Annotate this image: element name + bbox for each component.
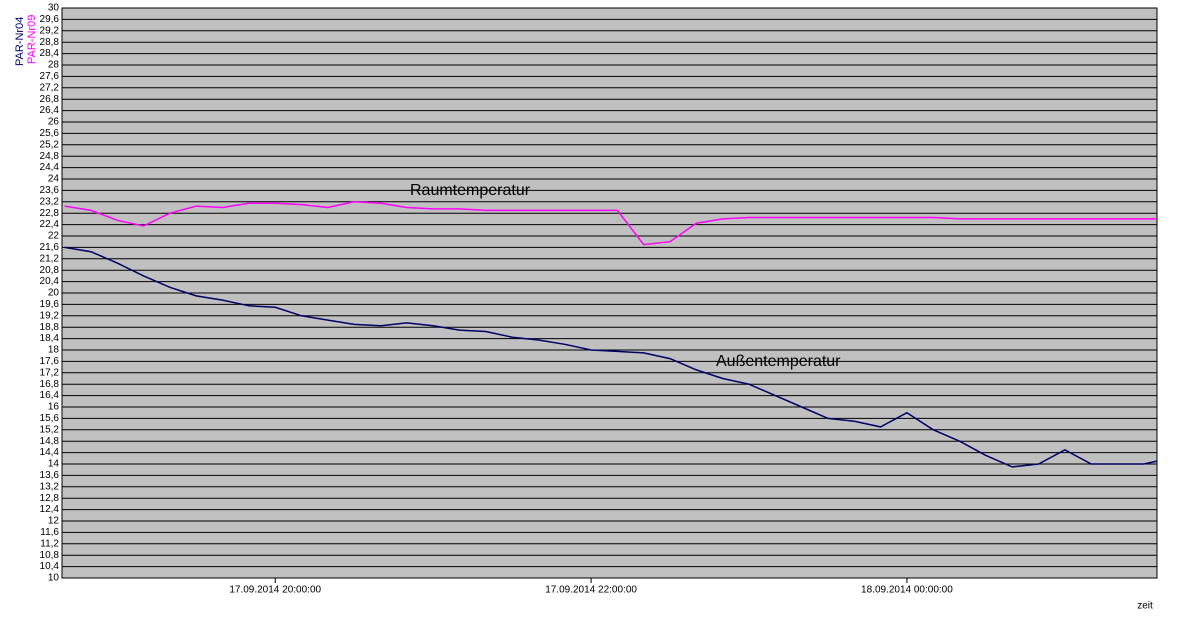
series-line xyxy=(64,201,1157,246)
y-tick-label: 14,8 xyxy=(40,436,60,447)
legend-entry: PAR-Nr09 xyxy=(26,15,38,64)
y-tick-label: 11,2 xyxy=(40,538,59,549)
y-tick-label: 17,2 xyxy=(40,367,60,378)
y-tick-label: 28,8 xyxy=(40,37,60,48)
y-tick-label: 12 xyxy=(48,516,60,527)
y-tick-label: 14 xyxy=(48,459,60,470)
y-tick-label: 29,6 xyxy=(40,14,60,25)
y-tick-label: 21,2 xyxy=(40,253,60,264)
y-tick-label: 28,4 xyxy=(40,48,60,59)
y-tick-label: 22,8 xyxy=(40,208,60,219)
y-tick-label: 19,6 xyxy=(40,299,60,310)
y-tick-label: 22 xyxy=(48,231,60,242)
y-tick-label: 19,2 xyxy=(40,310,60,321)
y-tick-label: 16,4 xyxy=(40,390,60,401)
y-tick-label: 23,6 xyxy=(40,185,60,196)
y-tick-label: 11,6 xyxy=(40,527,59,538)
y-tick-label: 27,6 xyxy=(40,71,60,82)
y-tick-label: 29,2 xyxy=(40,25,60,36)
y-tick-label: 12,8 xyxy=(40,493,60,504)
y-tick-label: 16,8 xyxy=(40,379,60,390)
y-tick-label: 21,6 xyxy=(40,242,60,253)
y-tick-label: 26 xyxy=(48,117,60,128)
y-tick-label: 30 xyxy=(48,3,60,14)
y-tick-label: 27,2 xyxy=(40,82,60,93)
y-tick-label: 20 xyxy=(48,288,60,299)
y-tick-label: 15,6 xyxy=(40,413,60,424)
y-tick-label: 28 xyxy=(48,60,60,71)
y-tick-label: 25,2 xyxy=(40,139,60,150)
y-tick-label: 20,4 xyxy=(40,276,60,287)
y-tick-label: 25,6 xyxy=(40,128,60,139)
y-tick-label: 24 xyxy=(48,174,60,185)
x-tick-label: 17.09.2014 20:00:00 xyxy=(229,585,321,596)
y-tick-label: 18 xyxy=(48,345,60,356)
y-tick-label: 22,4 xyxy=(40,219,60,230)
y-tick-label: 18,4 xyxy=(40,333,60,344)
y-tick-label: 15,2 xyxy=(40,424,60,435)
x-tick-label: 17.09.2014 22:00:00 xyxy=(545,585,637,596)
y-tick-label: 24,4 xyxy=(40,162,60,173)
y-tick-label: 20,8 xyxy=(40,265,60,276)
y-tick-label: 13,6 xyxy=(40,470,60,481)
y-tick-label: 10,8 xyxy=(40,550,60,561)
legend-entry: PAR-Nr04 xyxy=(14,17,26,66)
plot-frame xyxy=(61,7,1158,579)
annotation: Raumtemperatur xyxy=(410,182,531,199)
y-tick-label: 12,4 xyxy=(40,504,60,515)
y-tick-label: 13,2 xyxy=(40,481,60,492)
x-tick-label: 18.09.2014 00:00:00 xyxy=(861,585,953,596)
y-tick-label: 14,4 xyxy=(40,447,60,458)
annotation: Außentemperatur xyxy=(716,353,841,370)
series-line xyxy=(64,246,1158,468)
y-tick-label: 24,8 xyxy=(40,151,60,162)
y-tick-label: 17,6 xyxy=(40,356,60,367)
x-axis-label: zeit xyxy=(1137,601,1153,612)
y-tick-label: 26,8 xyxy=(40,94,60,105)
y-tick-label: 10 xyxy=(48,573,60,584)
y-tick-label: 18,8 xyxy=(40,322,60,333)
y-tick-label: 10,4 xyxy=(40,561,60,572)
y-tick-label: 23,2 xyxy=(40,196,60,207)
y-tick-label: 16 xyxy=(48,402,60,413)
y-tick-label: 26,4 xyxy=(40,105,60,116)
